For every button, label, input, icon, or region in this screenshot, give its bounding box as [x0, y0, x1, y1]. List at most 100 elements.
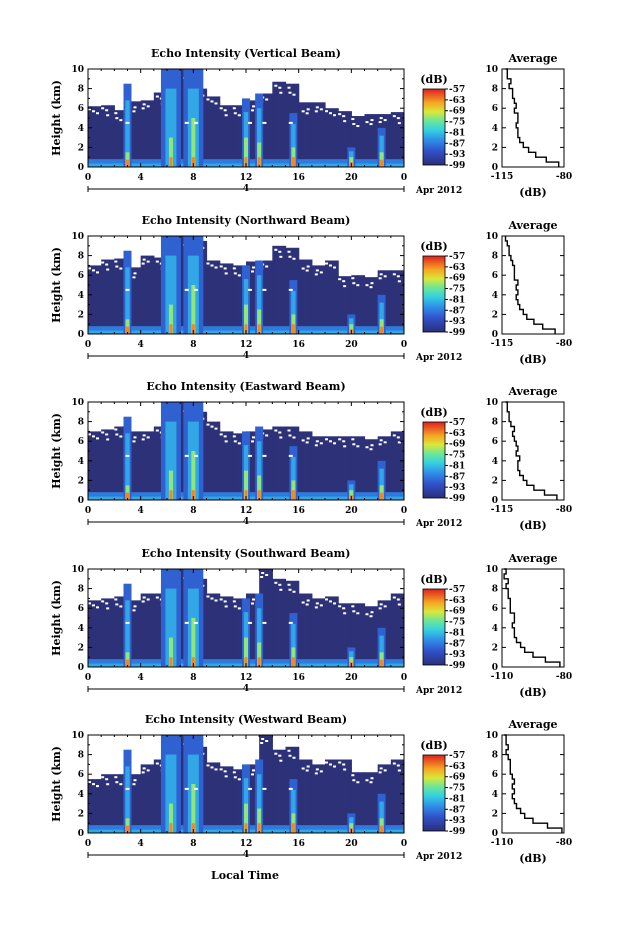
range-artifact [262, 621, 267, 624]
convective-core [244, 470, 248, 500]
colorbar-tick-label: -93 [449, 150, 465, 160]
echo-gap [155, 762, 159, 765]
colorbar [422, 588, 446, 666]
echo-gap [378, 443, 382, 446]
x-tick-label: 12 [240, 173, 253, 183]
echo-gap [352, 610, 356, 613]
y-tick-label: 2 [78, 809, 84, 819]
echo-gap [114, 112, 118, 115]
echo-gap [155, 260, 159, 263]
colorbar-tick-label: -63 [449, 429, 465, 439]
profile-y-tick-label: 2 [492, 476, 498, 486]
x-tick-label: 0 [85, 173, 91, 183]
x-tick-label: 12 [240, 506, 253, 516]
range-artifact [125, 121, 130, 124]
echo-column [272, 245, 287, 334]
convective-cell-inner [291, 789, 296, 833]
echo-column [390, 593, 404, 667]
convective-core-peak [169, 324, 173, 334]
x-tick-label: 16 [292, 673, 305, 683]
echo-gap [319, 604, 323, 607]
echo-gap [365, 121, 369, 124]
echo-gap [292, 257, 296, 260]
echo-gap [232, 435, 236, 438]
echo-gap [141, 438, 145, 441]
echo-gap [251, 440, 254, 443]
echo-column [88, 600, 102, 667]
echo-column [325, 759, 339, 833]
echo-gap [101, 261, 105, 264]
echo-gap [214, 768, 218, 771]
profile-y-tick-label: 0 [492, 496, 498, 506]
range-artifact [125, 621, 130, 624]
date-label: Apr 2012 [415, 852, 462, 862]
y-tick-label: 8 [78, 751, 84, 761]
convective-core-peak [126, 659, 129, 667]
profile-title: Average [507, 552, 557, 565]
echo-column [325, 596, 339, 667]
y-tick-label: 4 [78, 457, 84, 467]
echo-column [101, 259, 115, 334]
profile-y-tick-label: 0 [492, 829, 498, 839]
echo-gap [287, 749, 291, 752]
echo-gap [379, 117, 383, 120]
chart-title: Echo Intensity (Vertical Beam) [151, 47, 341, 60]
echo-gap [369, 286, 373, 289]
echo-gap [114, 776, 118, 779]
echo-gap [133, 779, 137, 782]
profile-title: Average [507, 385, 557, 398]
y-tick-label: 6 [78, 437, 84, 447]
echo-gap [365, 613, 369, 616]
echo-gap [274, 429, 278, 432]
x-tick-label: 8 [190, 673, 196, 683]
echo-gap [223, 435, 227, 438]
convective-cell-inner [125, 766, 130, 833]
profile-y-tick-label: 10 [485, 65, 498, 75]
echo-column [101, 429, 115, 500]
convective-core [191, 618, 196, 667]
echo-gap [278, 431, 282, 434]
colorbar-tick-label: -69 [449, 107, 465, 117]
echo-gap [301, 267, 305, 270]
x-tick-label: 8 [190, 340, 196, 350]
x-tick-label: 4 [138, 173, 144, 183]
x-tick-label: 16 [292, 506, 305, 516]
echo-gap [142, 434, 146, 437]
echo-column [364, 772, 379, 833]
echo-gap [292, 756, 296, 759]
echo-gap [223, 770, 227, 773]
echo-gap [278, 583, 282, 586]
colorbar-unit: (dB) [420, 240, 447, 253]
colorbar-unit: (dB) [420, 739, 447, 752]
echo-gap [142, 258, 146, 261]
echo-gap [233, 440, 237, 443]
echo-gap [356, 284, 360, 287]
range-artifact [184, 288, 189, 291]
echo-gap [210, 264, 214, 267]
echo-gap [397, 122, 401, 125]
echo-gap [274, 752, 278, 755]
y-axis-label: Height (km) [50, 580, 63, 656]
echo-gap [342, 440, 346, 443]
echo-gap [306, 437, 310, 440]
profile-y-tick-label: 8 [492, 85, 498, 95]
x-tick-label: 12 [240, 839, 253, 849]
y-tick-label: 4 [78, 124, 84, 134]
y-tick-label: 6 [78, 770, 84, 780]
echo-gap [319, 108, 323, 111]
echo-column [311, 764, 326, 833]
echo-gap [260, 742, 264, 744]
echo-column [140, 593, 155, 667]
y-tick-label: 4 [78, 291, 84, 301]
echo-gap [233, 112, 237, 115]
convective-core-peak [169, 657, 173, 667]
colorbar-tick-label: -87 [449, 805, 465, 815]
colorbar-tick-label: -87 [449, 306, 465, 316]
echo-gap [315, 269, 319, 272]
echo-gap [287, 86, 291, 89]
profile-x-tick-label: -80 [556, 172, 572, 182]
echo-gap [356, 612, 360, 615]
echo-gap [92, 110, 95, 113]
echo-gap [378, 607, 382, 610]
echo-column [219, 263, 234, 334]
